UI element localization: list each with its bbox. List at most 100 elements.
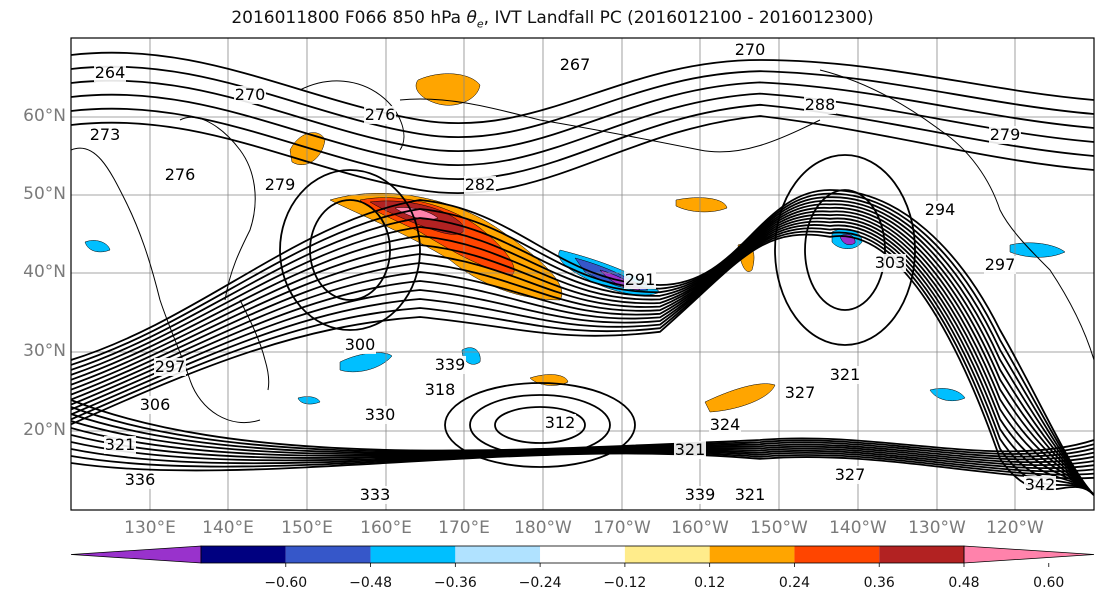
contour-labels: 264 270 276 267 270 273 276 279 282 288 291 279 294 2…: [89, 40, 1056, 504]
colorbar-segment: [709, 546, 795, 563]
longitude-label: 180°W: [514, 518, 572, 538]
contour-label: 339: [435, 355, 466, 374]
colorbar-segment: [540, 546, 625, 563]
pc-anomaly-region: [84, 240, 111, 253]
theta-e-contour: [71, 192, 1094, 496]
contour-label: 327: [785, 383, 816, 402]
colorbar-tick-label: 0.12: [694, 575, 726, 591]
theta-e-contour: [279, 169, 421, 331]
longitude-label: 140°E: [202, 518, 254, 538]
coastline: [179, 116, 256, 301]
contour-label: 318: [425, 380, 456, 399]
theta-e-contour: [444, 382, 636, 468]
longitude-label: 140°W: [829, 518, 887, 538]
contour-label: 327: [835, 465, 866, 484]
coastlines: [71, 69, 1094, 424]
contour-label: 288: [805, 95, 836, 114]
colorbar-tick-label: −0.24: [518, 575, 562, 591]
contour-label: 297: [985, 255, 1016, 274]
contour-label: 333: [360, 485, 391, 504]
contour-label: 336: [125, 470, 156, 489]
theta-e-contour: [309, 199, 391, 301]
colorbar: [70, 545, 1095, 567]
contour-label: 291: [625, 270, 656, 289]
map-title: 2016011800 F066 850 hPa θe, IVT Landfall…: [231, 8, 874, 31]
map-frame: [70, 37, 1095, 511]
contour-label: 294: [925, 200, 956, 219]
contour-label: 321: [735, 485, 766, 504]
pc-anomaly-region: [675, 197, 728, 213]
theta-e-contour: [71, 103, 1094, 181]
theta-e-contour: [71, 196, 1094, 496]
colorbar-frame: [200, 545, 965, 564]
pc-anomaly-region: [929, 388, 966, 401]
coastline: [299, 80, 405, 151]
theta-e-contour: [774, 154, 916, 346]
contour-label: 270: [235, 85, 266, 104]
colorbar-tick-label: 0.48: [948, 575, 980, 591]
coastline: [819, 69, 1094, 361]
colorbar-tick-label: −0.60: [264, 575, 308, 591]
coastline: [71, 147, 261, 424]
latitude-label: 30°N: [23, 341, 66, 361]
theta-e-contours: [71, 51, 1094, 496]
latitude-label: 20°N: [23, 420, 66, 440]
colorbar-tick-label: −0.48: [349, 575, 392, 591]
contour-label: 276: [365, 105, 396, 124]
contour-label: 321: [830, 365, 861, 384]
theta-e-contour: [71, 115, 1094, 195]
contour-label: 297: [155, 357, 186, 376]
colorbar-tick-label: 0.60: [1033, 575, 1065, 591]
colorbar-segment: [285, 546, 371, 563]
contour-label: 321: [675, 440, 706, 459]
contour-label: 324: [710, 415, 741, 434]
colorbar-tick-label: −0.36: [433, 575, 477, 591]
colorbar-segment: [455, 546, 541, 563]
contour-label: 267: [560, 55, 591, 74]
longitude-label: 150°E: [281, 518, 333, 538]
contour-label: 264: [95, 63, 126, 82]
colorbar-segment: [201, 546, 286, 563]
theta-e-contour: [71, 92, 1094, 167]
theta-e-contour: [494, 406, 586, 444]
contour-label: 282: [465, 175, 496, 194]
coastline: [239, 299, 270, 391]
latitude-label: 50°N: [23, 184, 66, 204]
latitude-label: 60°N: [23, 106, 66, 126]
contour-label: 273: [90, 125, 121, 144]
theta-e-contour: [71, 199, 1094, 496]
longitude-label: 160°E: [360, 518, 412, 538]
theta-e-contour: [71, 51, 1094, 125]
coastline: [399, 98, 821, 153]
contour-label: 306: [140, 395, 171, 414]
theta-e-contour: [804, 189, 886, 311]
colorbar-segment: [794, 546, 880, 563]
longitude-label: 130°E: [124, 518, 176, 538]
pc-anomaly-region: [297, 396, 321, 405]
colorbar-segment: [370, 546, 456, 563]
colorbar-tick-label: 0.36: [863, 575, 895, 591]
colorbar-tick-label: 0.24: [778, 575, 811, 591]
colorbar-segment: [624, 546, 710, 563]
contour-label: 330: [365, 405, 396, 424]
longitude-label: 170°E: [438, 518, 490, 538]
contour-label: 279: [265, 175, 296, 194]
colorbar-tick-label: −0.12: [603, 575, 647, 591]
longitude-label: 150°W: [750, 518, 808, 538]
longitude-label: 160°W: [671, 518, 729, 538]
pc-anomaly-region: [289, 132, 326, 165]
contour-label: 300: [345, 335, 376, 354]
longitude-label: 120°W: [986, 518, 1044, 538]
theta-e-contour: [469, 394, 611, 456]
pc-anomaly-region: [1009, 242, 1066, 258]
contour-label: 342: [1025, 475, 1056, 494]
theta-e-contour: [71, 189, 1094, 496]
contour-label: 276: [165, 165, 196, 184]
contour-label: 279: [990, 125, 1021, 144]
longitude-label: 170°W: [593, 518, 651, 538]
pc-anomaly-region: [339, 352, 393, 373]
contour-label: 270: [735, 40, 766, 59]
contour-label: 321: [105, 435, 136, 454]
pc-anomaly-region: [704, 383, 776, 413]
